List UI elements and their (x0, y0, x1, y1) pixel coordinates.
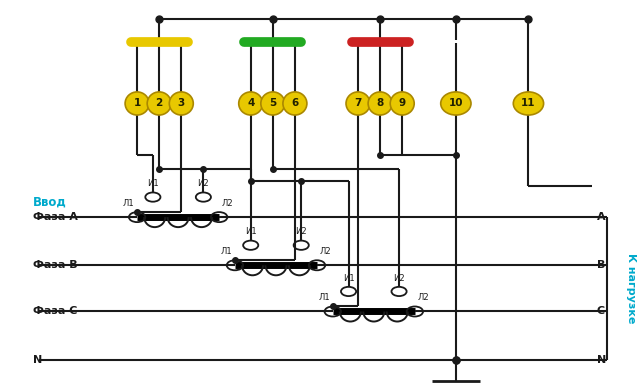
Text: Л2: Л2 (320, 247, 331, 256)
Ellipse shape (390, 92, 414, 115)
Text: И1: И1 (147, 179, 159, 188)
Text: 4: 4 (247, 99, 255, 109)
Text: И1: И1 (343, 274, 354, 283)
Text: И2: И2 (393, 274, 405, 283)
Text: N: N (597, 355, 606, 365)
Text: Л2: Л2 (221, 199, 233, 208)
Ellipse shape (514, 92, 544, 115)
Text: 6: 6 (292, 99, 299, 109)
Text: И2: И2 (198, 179, 209, 188)
Ellipse shape (169, 92, 193, 115)
Text: И1: И1 (245, 227, 256, 236)
Text: 5: 5 (269, 99, 276, 109)
Text: A: A (597, 212, 605, 222)
Ellipse shape (346, 92, 370, 115)
Text: Ввод: Ввод (33, 195, 67, 208)
Ellipse shape (283, 92, 307, 115)
Ellipse shape (261, 92, 285, 115)
Text: B: B (597, 260, 605, 270)
Text: Л1: Л1 (221, 247, 232, 256)
Text: Фаза C: Фаза C (33, 307, 77, 317)
Text: Л1: Л1 (319, 293, 330, 302)
Ellipse shape (125, 92, 149, 115)
Ellipse shape (147, 92, 171, 115)
Text: N: N (33, 355, 42, 365)
Text: 2: 2 (156, 99, 163, 109)
Ellipse shape (368, 92, 392, 115)
Text: Л1: Л1 (123, 199, 135, 208)
Text: 3: 3 (177, 99, 185, 109)
Text: 7: 7 (354, 99, 362, 109)
Text: 9: 9 (399, 99, 406, 109)
Text: 1: 1 (133, 99, 141, 109)
Text: 10: 10 (449, 99, 463, 109)
Text: Л2: Л2 (417, 293, 429, 302)
Text: Фаза A: Фаза A (33, 212, 78, 222)
Ellipse shape (239, 92, 263, 115)
Text: Фаза B: Фаза B (33, 260, 78, 270)
Text: И2: И2 (295, 227, 307, 236)
Ellipse shape (441, 92, 471, 115)
Text: 8: 8 (376, 99, 383, 109)
Text: 11: 11 (521, 99, 536, 109)
Text: К нагрузке: К нагрузке (627, 253, 636, 324)
Text: C: C (597, 307, 605, 317)
